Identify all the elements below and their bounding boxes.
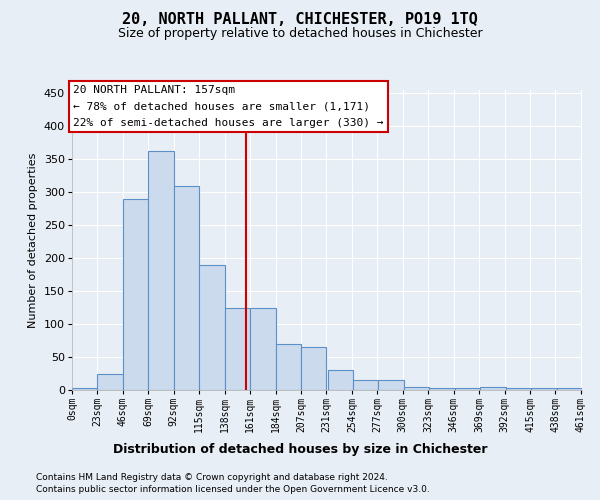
Bar	[353, 380, 379, 390]
Bar	[531, 388, 557, 390]
Bar	[480, 386, 506, 390]
Text: 20, NORTH PALLANT, CHICHESTER, PO19 1TQ: 20, NORTH PALLANT, CHICHESTER, PO19 1TQ	[122, 12, 478, 28]
Bar	[275, 344, 301, 390]
Text: Contains HM Land Registry data © Crown copyright and database right 2024.: Contains HM Land Registry data © Crown c…	[36, 472, 388, 482]
Y-axis label: Number of detached properties: Number of detached properties	[28, 152, 38, 328]
Bar	[430, 388, 455, 390]
Bar	[174, 186, 199, 390]
Bar	[404, 386, 430, 390]
Bar	[379, 380, 404, 390]
Bar	[301, 347, 326, 390]
Text: 20 NORTH PALLANT: 157sqm
← 78% of detached houses are smaller (1,171)
22% of sem: 20 NORTH PALLANT: 157sqm ← 78% of detach…	[73, 85, 383, 128]
Text: Distribution of detached houses by size in Chichester: Distribution of detached houses by size …	[113, 442, 487, 456]
Text: Size of property relative to detached houses in Chichester: Size of property relative to detached ho…	[118, 28, 482, 40]
Bar	[97, 374, 123, 390]
Bar	[506, 388, 531, 390]
Bar	[455, 388, 480, 390]
Bar	[148, 152, 174, 390]
Bar	[199, 264, 224, 390]
Bar	[250, 308, 275, 390]
Bar	[123, 199, 148, 390]
Bar	[557, 388, 582, 390]
Bar	[224, 308, 250, 390]
Bar	[328, 370, 353, 390]
Bar	[72, 388, 97, 390]
Text: Contains public sector information licensed under the Open Government Licence v3: Contains public sector information licen…	[36, 485, 430, 494]
